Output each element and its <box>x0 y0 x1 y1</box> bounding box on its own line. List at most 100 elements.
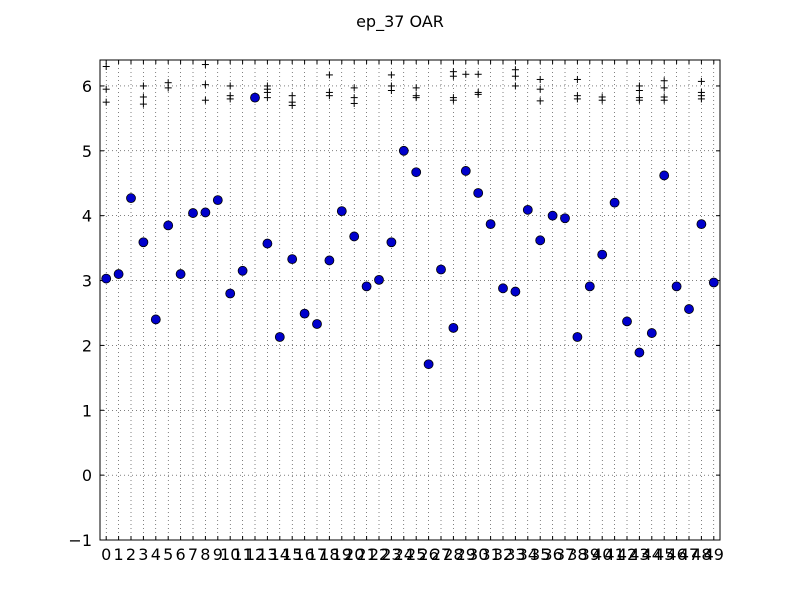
data-point <box>101 273 112 284</box>
data-point <box>572 332 583 342</box>
data-point <box>597 249 608 260</box>
plus-marker <box>462 70 470 78</box>
x-tick-label: 1 <box>114 545 124 564</box>
x-tick-label: 29 <box>456 545 476 564</box>
x-tick-label: 2 <box>126 545 136 564</box>
data-point <box>436 264 446 275</box>
x-tick-label: 34 <box>518 545 538 564</box>
data-point <box>361 281 372 292</box>
x-tick-label: 27 <box>431 545 451 564</box>
data-point <box>510 286 521 297</box>
plot-frame <box>99 59 721 541</box>
plus-marker <box>226 82 234 90</box>
plus-marker <box>201 61 209 69</box>
x-tick-label: 15 <box>282 545 302 564</box>
plus-marker <box>536 85 544 93</box>
x-tick-label: 39 <box>580 545 600 564</box>
data-point <box>250 92 260 103</box>
x-tick-label: 18 <box>319 545 339 564</box>
plus-marker <box>449 72 457 80</box>
data-point <box>324 255 335 266</box>
grid-layer <box>100 60 720 541</box>
plus-marker <box>511 66 519 74</box>
x-tick-label: 9 <box>213 545 223 564</box>
plus-marker <box>412 84 420 92</box>
x-tick-label: 28 <box>443 545 463 564</box>
x-tick-label: 3 <box>138 545 148 564</box>
data-point <box>473 188 484 198</box>
x-tick-label: 22 <box>369 545 389 564</box>
data-point <box>150 314 161 325</box>
x-tick-label: 13 <box>257 545 277 564</box>
chart-title: ep_37 OAR <box>356 12 444 31</box>
data-point <box>175 269 186 279</box>
data-point <box>138 237 149 248</box>
data-point <box>411 167 422 178</box>
plus-marker <box>660 96 668 104</box>
x-tick-label: 37 <box>555 545 575 564</box>
data-point <box>212 195 223 206</box>
data-point <box>163 220 174 231</box>
plus-marker <box>139 100 147 108</box>
data-point <box>584 281 595 292</box>
data-point <box>708 277 719 288</box>
x-tick-label: 35 <box>530 545 550 564</box>
x-tick-label: 44 <box>642 545 662 564</box>
data-point <box>126 193 136 204</box>
plus-marker <box>139 82 147 90</box>
data-point <box>659 170 670 181</box>
y-tick-label: 1 <box>82 401 92 420</box>
plus-marker <box>350 94 358 102</box>
data-point <box>609 197 620 208</box>
data-point <box>200 207 211 218</box>
x-tick-label: 8 <box>200 545 210 564</box>
plus-marker <box>536 75 544 83</box>
data-point <box>684 304 694 314</box>
plus-marker <box>635 86 643 94</box>
data-point <box>448 322 459 333</box>
data-point <box>386 237 397 248</box>
data-point <box>498 283 508 294</box>
plus-marker <box>387 86 395 94</box>
plus-marker <box>288 92 296 100</box>
y-tick-label: −1 <box>68 531 92 550</box>
plus-marker <box>325 92 333 100</box>
plus-marker <box>449 96 457 104</box>
plus-marker <box>139 93 147 101</box>
data-point <box>423 359 434 370</box>
x-tick-label: 10 <box>220 545 240 564</box>
plus-marker <box>288 101 296 109</box>
x-tick-label: 38 <box>567 545 587 564</box>
data-point <box>522 204 533 215</box>
x-tick-label: 31 <box>480 545 500 564</box>
x-tick-label: 30 <box>468 545 488 564</box>
x-tick-label: 21 <box>356 545 376 564</box>
data-point <box>225 288 236 299</box>
plus-marker <box>226 95 234 103</box>
data-point <box>349 231 360 242</box>
x-tick-label: 17 <box>307 545 327 564</box>
plus-marker <box>412 94 420 102</box>
x-tick-label: 36 <box>542 545 562 564</box>
x-tick-label: 5 <box>163 545 173 564</box>
data-point <box>671 281 682 292</box>
data-point <box>312 319 322 329</box>
plus-marker <box>102 98 110 106</box>
x-tick-label: 4 <box>151 545 161 564</box>
x-tick-label: 25 <box>406 545 426 564</box>
x-tick-label: 11 <box>232 545 252 564</box>
data-point <box>188 208 198 218</box>
x-tick-label: 23 <box>381 545 401 564</box>
x-tick-label: 20 <box>344 545 364 564</box>
x-tick-label: 48 <box>691 545 711 564</box>
plus-marker <box>325 71 333 79</box>
plus-marker <box>474 90 482 98</box>
y-tick-label: 0 <box>82 466 92 485</box>
plus-marker <box>164 84 172 92</box>
x-tick-label: 14 <box>270 545 290 564</box>
marker-layer <box>101 61 719 370</box>
x-tick-label: 45 <box>654 545 674 564</box>
plus-marker <box>511 82 519 90</box>
data-point <box>460 166 471 176</box>
